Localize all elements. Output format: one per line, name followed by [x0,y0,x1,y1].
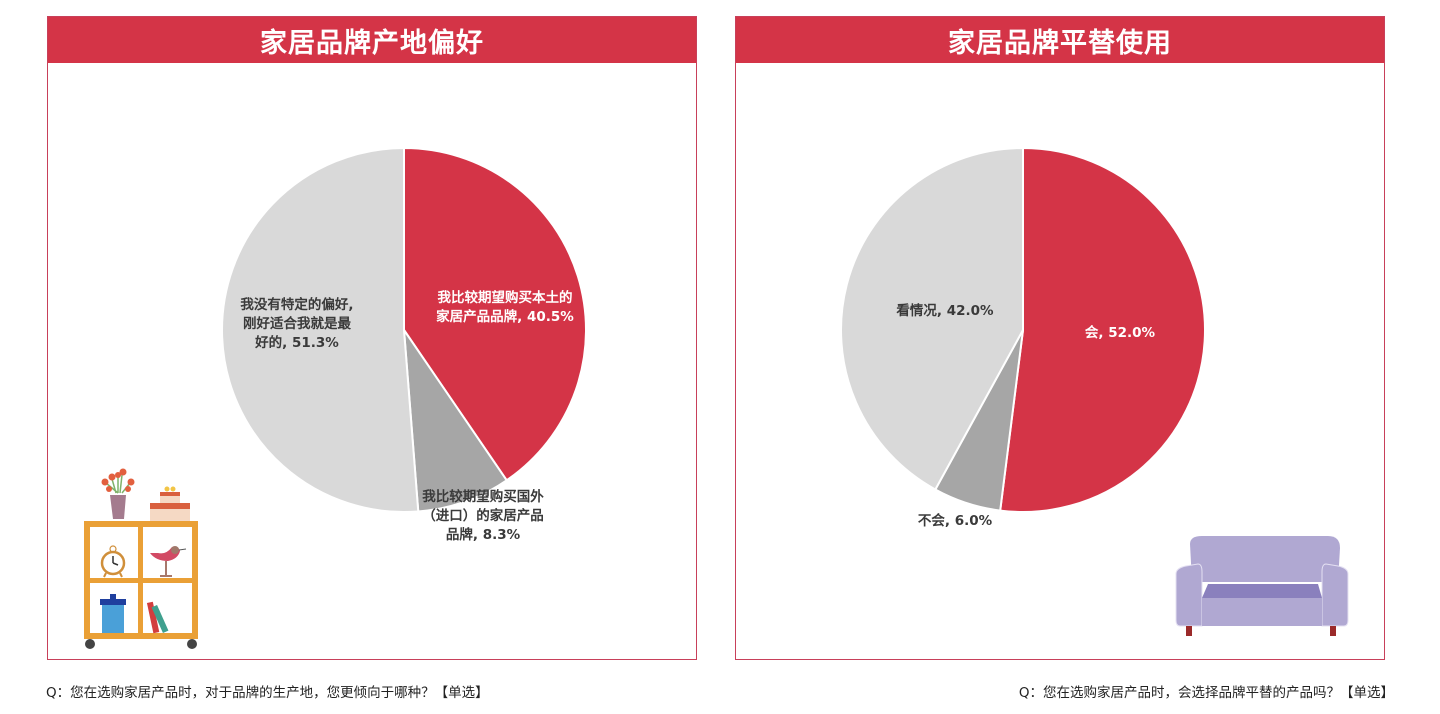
label-line: 家居产品品牌, 40.5% [436,309,574,325]
bookshelf-illustration [84,468,198,649]
pie-slice [402,326,509,513]
origin-pie-chart [221,146,587,513]
bird-figurine-icon [150,546,187,577]
slice-label-yes: 会, 52.0% [1084,325,1156,341]
label-line: 好的, 51.3% [255,335,339,351]
books-icon [146,601,169,634]
gift-box-icon [150,486,190,521]
slice-label-depends: 看情况, 42.0% [896,303,994,319]
label-line: （进口）的家居产品 [422,508,544,524]
sofa-illustration [1175,536,1349,636]
question-dupe: Q：您在选购家居产品时，会选择品牌平替的产品吗？【单选】 [1018,685,1394,701]
label-line: 我比较期望购买本土的 [437,290,573,306]
pie-slice [999,146,1206,513]
alarm-clock-icon [100,545,126,578]
slice-label-no-preference: 我没有特定的偏好, 刚好适合我就是最 好的, 51.3% [226,296,368,353]
slice-label-domestic: 我比较期望购买本土的 家居产品品牌, 40.5% [420,289,590,327]
label-line: 品牌, 8.3% [445,527,521,543]
label-line: 刚好适合我就是最 [243,316,351,332]
panel-title: 家居品牌产地偏好 [48,17,696,63]
pie-slice [221,146,420,513]
shelf-frame [84,521,198,649]
storage-jar-icon [100,594,126,633]
pie-slice [840,146,1024,491]
flower-vase-icon [101,468,135,519]
dupe-pie-chart [840,146,1206,513]
origin-preference-panel: 家居品牌产地偏好 [47,16,697,660]
slice-label-no: 不会, 6.0% [917,513,993,529]
panel-title: 家居品牌平替使用 [736,17,1384,63]
slice-label-imported: 我比较期望购买国外 （进口）的家居产品 品牌, 8.3% [408,488,558,545]
label-line: 我没有特定的偏好, [240,297,354,313]
pie-slice [403,146,587,482]
label-line: 我比较期望购买国外 [422,489,544,505]
question-origin: Q：您在选购家居产品时，对于品牌的生产地，您更倾向于哪种？【单选】 [46,685,489,701]
